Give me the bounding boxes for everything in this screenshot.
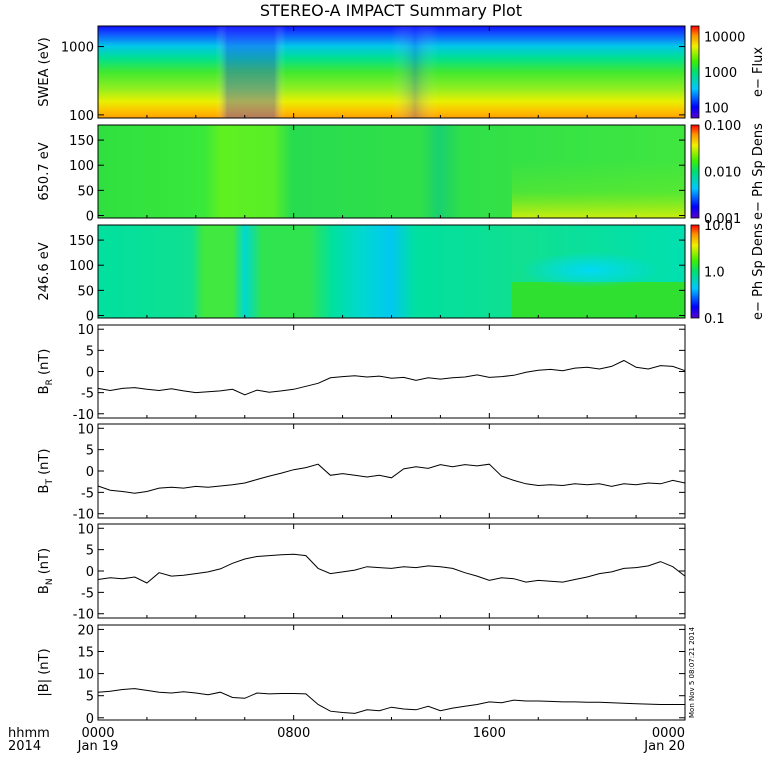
bt-frame [97, 423, 686, 519]
bt-ytick-label: 0 [86, 465, 94, 480]
bn-ytick-label: 5 [86, 544, 94, 559]
bt-ytick-label: 10 [77, 422, 94, 437]
br-series-line [97, 359, 686, 396]
swea-panel [97, 25, 700, 119]
x-tick-0800: 0800 [277, 726, 310, 741]
pad246-heatmap-lowpitch [512, 282, 685, 318]
pad246-colorbar-label: e− Ph Sp Dens [751, 223, 766, 320]
pad650-ytick-label: 0 [86, 209, 94, 224]
bmag-ytick-label: 20 [77, 623, 94, 638]
pad246-colorbar-tick: 10.0 [704, 219, 733, 234]
pad650-colorbar [690, 124, 700, 219]
br-ytick-label: 5 [86, 344, 94, 359]
swea-colorbar [690, 25, 700, 119]
bn-ytick-label: 10 [77, 522, 94, 537]
swea-colorbar-label: e− Flux [751, 47, 766, 97]
pad650-ytick-label: 150 [69, 134, 94, 149]
x-tick-date-jan20: Jan 20 [643, 739, 685, 754]
swea-ylabel: SWEA (eV) [37, 37, 52, 106]
bt-series-line [97, 463, 686, 494]
bn-frame [97, 523, 686, 619]
pad650-ylabel: 650.7 eV [37, 142, 52, 200]
br-ytick-label: 0 [86, 366, 94, 381]
plot-title: STEREO-A IMPACT Summary Plot [260, 1, 522, 20]
br-ytick-label: -5 [81, 387, 94, 402]
swea-ytick-label: 100 [69, 109, 94, 124]
bmag-series-line [97, 688, 685, 714]
swea-colorbar-tick: 100 [704, 101, 729, 116]
pad246-colorbar-tick: 0.1 [704, 312, 725, 327]
bmag-ylabel: |B| (nT) [37, 648, 52, 696]
bn-ytick-label: -5 [81, 586, 94, 601]
swea-heatmap-structure [98, 26, 685, 118]
bn-ytick-label: -10 [73, 608, 94, 623]
pad650-colorbar-label: e− Ph Sp Dens [751, 123, 766, 220]
br-ytick-label: 10 [77, 323, 94, 338]
pad650-colorbar-tick: 0.100 [704, 119, 741, 134]
pad246-panel [97, 224, 700, 319]
pad246-ytick-label: 50 [77, 284, 94, 299]
bt-ytick-label: -10 [73, 508, 94, 523]
pad246-colorbar-tick: 1.0 [704, 266, 725, 281]
bmag-frame [97, 624, 686, 721]
x-corner-label-hhmm: hhmm [8, 726, 50, 741]
pad650-ytick-label: 100 [69, 159, 94, 174]
bmag-ytick-label: 15 [77, 646, 94, 661]
bmag-ytick-label: 5 [86, 690, 94, 705]
x-tick-date-jan19: Jan 19 [77, 739, 119, 754]
x-tick-0000-start: 0000 [81, 726, 114, 741]
bmag-ytick-label: 0 [86, 712, 94, 727]
bt-ylabel: BT (nT) [37, 449, 55, 494]
pad246-colorbar [690, 224, 700, 319]
bt-ytick-label: 5 [86, 444, 94, 459]
pad650-panel [97, 124, 700, 219]
pad246-heatmap-blob [520, 252, 660, 288]
swea-colorbar-tick: 10000 [704, 31, 745, 46]
br-ytick-label: -10 [73, 408, 94, 423]
pad246-ylabel: 246.6 eV [37, 242, 52, 300]
pad246-ytick-label: 100 [69, 259, 94, 274]
pad650-colorbar-tick: 0.010 [704, 166, 741, 181]
creation-stamp: Mon Nov 5 08:07:21 2014 [688, 626, 696, 718]
pad650-heatmap-lowpitch [512, 160, 685, 218]
pad650-colorbar-tick: 0.001 [704, 212, 741, 227]
bt-ytick-label: -5 [81, 486, 94, 501]
bn-ytick-label: 0 [86, 565, 94, 580]
x-tick-0000-end: 0000 [652, 726, 685, 741]
br-ylabel: BR (nT) [37, 349, 55, 395]
bn-series-line [97, 553, 686, 584]
bn-ylabel: BN (nT) [37, 548, 55, 594]
x-corner-label-year: 2014 [8, 739, 41, 754]
swea-colorbar-tick: 1000 [704, 66, 737, 81]
bmag-ytick-label: 10 [77, 668, 94, 683]
x-tick-1600: 1600 [473, 726, 506, 741]
pad246-ytick-label: 150 [69, 234, 94, 249]
pad246-ytick-label: 0 [86, 309, 94, 324]
br-frame [97, 324, 686, 419]
swea-ytick-label: 1000 [61, 41, 94, 56]
pad650-ytick-label: 50 [77, 184, 94, 199]
